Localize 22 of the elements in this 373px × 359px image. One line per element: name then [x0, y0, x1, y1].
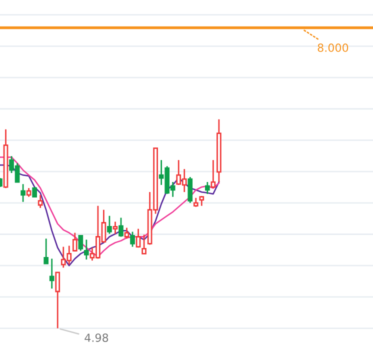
candlestick — [204, 181, 210, 195]
candlestick — [55, 272, 60, 329]
candlestick — [199, 195, 204, 207]
candlestick — [20, 183, 26, 203]
candlestick — [188, 176, 193, 204]
candlestick — [44, 238, 49, 264]
candlestick — [78, 235, 84, 252]
text: 8.000 — [318, 44, 348, 52]
candlestick — [72, 232, 78, 252]
candlestick — [118, 217, 124, 238]
candlestick — [124, 227, 130, 240]
candlestick — [136, 228, 141, 248]
candlestick — [84, 238, 89, 260]
candlestick — [142, 234, 146, 254]
text: 4.98 — [84, 334, 108, 342]
candlestick — [32, 186, 37, 198]
candlestick — [210, 159, 216, 189]
candlestick — [112, 221, 118, 235]
candlestick — [107, 215, 112, 235]
candlestick — [49, 258, 54, 290]
candlestick — [130, 231, 135, 248]
candlestick — [38, 194, 43, 209]
